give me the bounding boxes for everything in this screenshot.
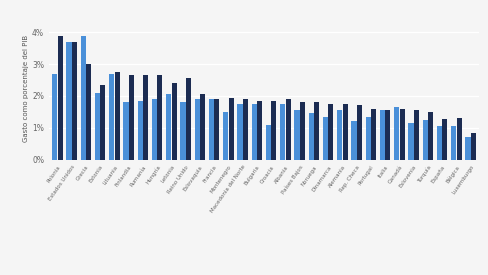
Bar (194, 99, 200, 160)
Bar (138, 101, 142, 160)
Bar (86, 64, 91, 160)
Bar (407, 123, 413, 160)
Bar (123, 102, 128, 160)
Bar (237, 104, 242, 160)
Bar (313, 102, 319, 160)
Bar (185, 78, 191, 160)
Bar (95, 93, 100, 160)
Bar (58, 35, 62, 160)
Bar (422, 120, 427, 160)
Bar (171, 83, 176, 160)
Bar (436, 126, 441, 160)
Bar (280, 104, 285, 160)
Bar (351, 121, 356, 160)
Bar (294, 110, 299, 160)
Bar (152, 99, 157, 160)
Bar (336, 110, 342, 160)
Bar (214, 99, 219, 160)
Bar (100, 85, 105, 160)
Bar (465, 137, 469, 160)
Bar (308, 113, 313, 160)
Bar (322, 117, 327, 160)
Y-axis label: Gasto como porcentaje del PIB: Gasto como porcentaje del PIB (23, 34, 29, 142)
Bar (166, 94, 171, 160)
Bar (393, 107, 399, 160)
Bar (66, 42, 71, 160)
Bar (299, 102, 305, 160)
Bar (208, 99, 214, 160)
Bar (450, 126, 455, 160)
Bar (285, 99, 290, 160)
Bar (356, 106, 361, 160)
Bar (327, 104, 333, 160)
Bar (399, 109, 404, 160)
Bar (442, 119, 447, 160)
Bar (379, 110, 384, 160)
Bar (81, 35, 85, 160)
Bar (52, 74, 57, 160)
Bar (180, 102, 185, 160)
Bar (72, 42, 77, 160)
Bar (470, 133, 475, 159)
Bar (251, 104, 256, 160)
Bar (223, 112, 228, 160)
Bar (427, 112, 432, 160)
Bar (109, 74, 114, 160)
Bar (128, 75, 134, 160)
Bar (365, 117, 370, 160)
Bar (456, 118, 461, 160)
Bar (114, 72, 120, 160)
Bar (157, 75, 162, 160)
Bar (265, 125, 270, 160)
Bar (257, 101, 262, 160)
Bar (228, 98, 233, 160)
Bar (342, 104, 347, 160)
Bar (385, 110, 389, 160)
Bar (243, 99, 247, 160)
Bar (200, 94, 205, 160)
Bar (370, 109, 375, 160)
Bar (413, 110, 418, 160)
Bar (143, 75, 148, 160)
Bar (271, 101, 276, 160)
